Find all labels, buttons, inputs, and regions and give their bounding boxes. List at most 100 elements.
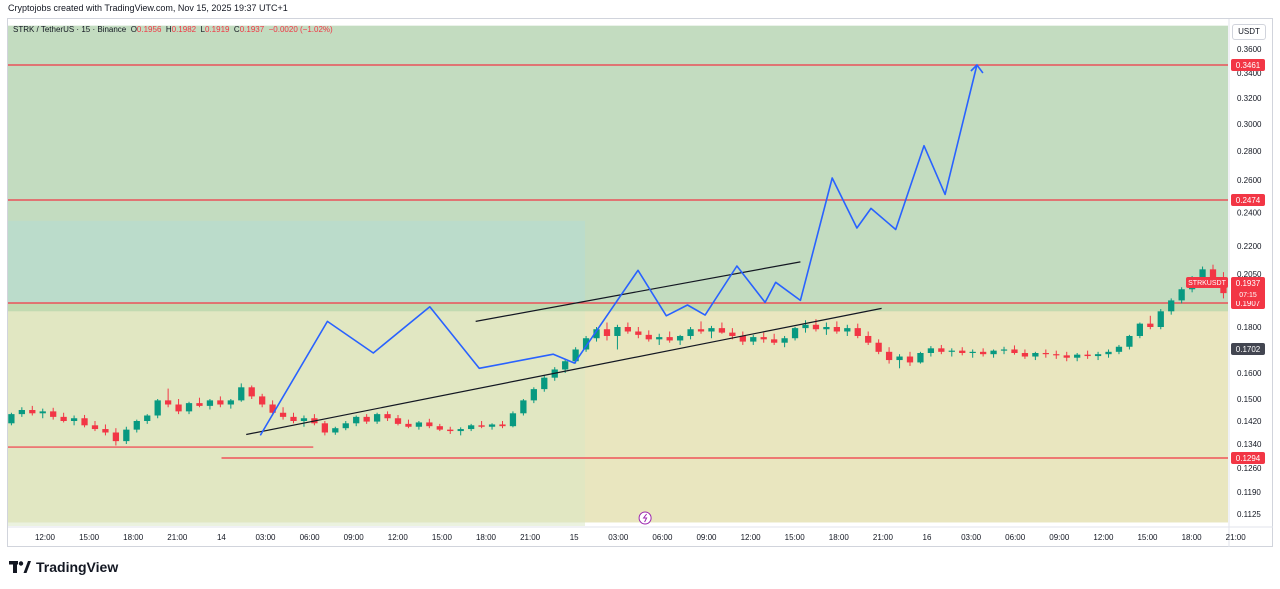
y-tick-label: 0.1420 bbox=[1237, 417, 1262, 426]
candle-body bbox=[917, 353, 924, 363]
x-tick-label: 12:00 bbox=[741, 533, 762, 542]
legend-open-value: 0.1956 bbox=[136, 25, 162, 34]
candle-body bbox=[823, 327, 830, 330]
candle-body bbox=[133, 421, 140, 430]
candle-body bbox=[844, 328, 851, 332]
price-label-bg bbox=[1231, 194, 1265, 206]
y-tick-label: 0.1800 bbox=[1237, 323, 1262, 332]
current-price-value: 0.1937 bbox=[1236, 279, 1261, 288]
x-tick-label: 12:00 bbox=[1093, 533, 1114, 542]
candle-body bbox=[948, 350, 955, 352]
candle-body bbox=[1063, 355, 1070, 358]
candle-body bbox=[656, 337, 663, 340]
x-tick-label: 06:00 bbox=[300, 533, 321, 542]
legend-high-value: 0.1982 bbox=[171, 25, 197, 34]
y-tick-label: 0.1340 bbox=[1237, 440, 1262, 449]
price-label-0.1294: 0.1294 bbox=[1231, 452, 1265, 464]
current-price-symbol-bg bbox=[1186, 277, 1228, 288]
x-tick-label: 03:00 bbox=[255, 533, 276, 542]
candle-body bbox=[572, 349, 579, 362]
y-tick-label: 0.3200 bbox=[1237, 94, 1262, 103]
candle-body bbox=[676, 335, 684, 341]
candle-body bbox=[332, 428, 339, 433]
x-tick-label: 21:00 bbox=[873, 533, 894, 542]
y-tick-label: 0.3600 bbox=[1237, 45, 1262, 54]
legend-open-label: O bbox=[130, 25, 137, 34]
tradingview-logo[interactable]: TradingView bbox=[9, 559, 118, 575]
candle-body bbox=[906, 356, 914, 363]
candle-body bbox=[405, 423, 412, 427]
candle-body bbox=[990, 350, 997, 355]
candle-body bbox=[457, 429, 464, 432]
x-tick-label: 15:00 bbox=[432, 533, 453, 542]
candle-body bbox=[530, 389, 537, 401]
x-tick-label: 06:00 bbox=[652, 533, 673, 542]
x-tick-label: 09:00 bbox=[344, 533, 365, 542]
candle-body bbox=[227, 400, 234, 405]
candle-body bbox=[321, 423, 328, 433]
candle-body bbox=[1168, 300, 1175, 312]
candle-body bbox=[614, 327, 621, 336]
legend-low-value: 0.1919 bbox=[205, 25, 230, 34]
candle-body bbox=[415, 422, 423, 427]
candle-body bbox=[175, 404, 182, 412]
price-label-text: 0.3461 bbox=[1236, 61, 1261, 70]
candle-body bbox=[185, 403, 193, 412]
candle-body bbox=[885, 351, 893, 361]
projection-path bbox=[259, 64, 978, 436]
candle-body bbox=[0, 422, 4, 424]
candle-body bbox=[206, 400, 214, 406]
candle-body bbox=[603, 329, 611, 336]
candle-body bbox=[635, 331, 642, 335]
currency-unit-button[interactable]: USDT bbox=[1232, 24, 1266, 40]
chart-credit: Cryptojobs created with TradingView.com,… bbox=[8, 3, 288, 13]
current-price-value-bg bbox=[1231, 277, 1265, 301]
y-tick-label: 0.2200 bbox=[1237, 242, 1262, 251]
candle-body bbox=[39, 411, 46, 414]
candle-body bbox=[217, 400, 224, 405]
candle-body bbox=[60, 416, 67, 421]
event-marker bbox=[638, 511, 652, 525]
x-tick-label: 09:00 bbox=[696, 533, 717, 542]
candle-body bbox=[969, 351, 976, 353]
candle-body bbox=[18, 410, 25, 415]
candle-body bbox=[760, 337, 767, 340]
candle-body bbox=[802, 324, 809, 329]
candle-body bbox=[1178, 289, 1185, 301]
x-tick-label: 15:00 bbox=[1137, 533, 1158, 542]
candle-body bbox=[436, 426, 443, 430]
x-tick-label: 18:00 bbox=[476, 533, 497, 542]
candle-body bbox=[1053, 354, 1060, 356]
legend-close-label: C bbox=[233, 25, 240, 34]
candle-body bbox=[729, 332, 736, 336]
current-price-symbol: STRKUSDT bbox=[1188, 280, 1226, 287]
x-tick-label: 21:00 bbox=[167, 533, 188, 542]
candle-body bbox=[509, 413, 517, 427]
candle-body bbox=[91, 425, 99, 430]
legend-high-label: H bbox=[165, 25, 172, 34]
candle-body bbox=[499, 424, 506, 427]
x-tick-label: 06:00 bbox=[1005, 533, 1026, 542]
candle-body bbox=[112, 432, 120, 442]
channel-lower bbox=[246, 307, 882, 436]
candle-body bbox=[750, 337, 757, 342]
candle-body bbox=[50, 411, 57, 417]
candle-body bbox=[697, 329, 705, 332]
current-price-countdown: 07:15 bbox=[1239, 292, 1257, 299]
candle-body bbox=[478, 425, 485, 427]
candle-body bbox=[1011, 349, 1018, 353]
tradingview-brand-name: TradingView bbox=[36, 559, 119, 575]
candle-body bbox=[541, 377, 548, 390]
y-tick-label: 0.2800 bbox=[1237, 147, 1262, 156]
x-tick-label: 12:00 bbox=[388, 533, 409, 542]
candle-body bbox=[426, 422, 433, 427]
candle-body bbox=[279, 412, 287, 417]
candle-body bbox=[624, 327, 632, 332]
x-tick-label: 03:00 bbox=[608, 533, 629, 542]
candle-body bbox=[854, 328, 861, 336]
current-price-label: STRKUSDT 0.1937 07:15 bbox=[1186, 277, 1265, 301]
x-tick-label: 18:00 bbox=[1182, 533, 1203, 542]
x-tick-label: 18:00 bbox=[123, 533, 144, 542]
legend-symbol[interactable]: STRK / TetherUS · 15 · Binance bbox=[13, 25, 127, 34]
